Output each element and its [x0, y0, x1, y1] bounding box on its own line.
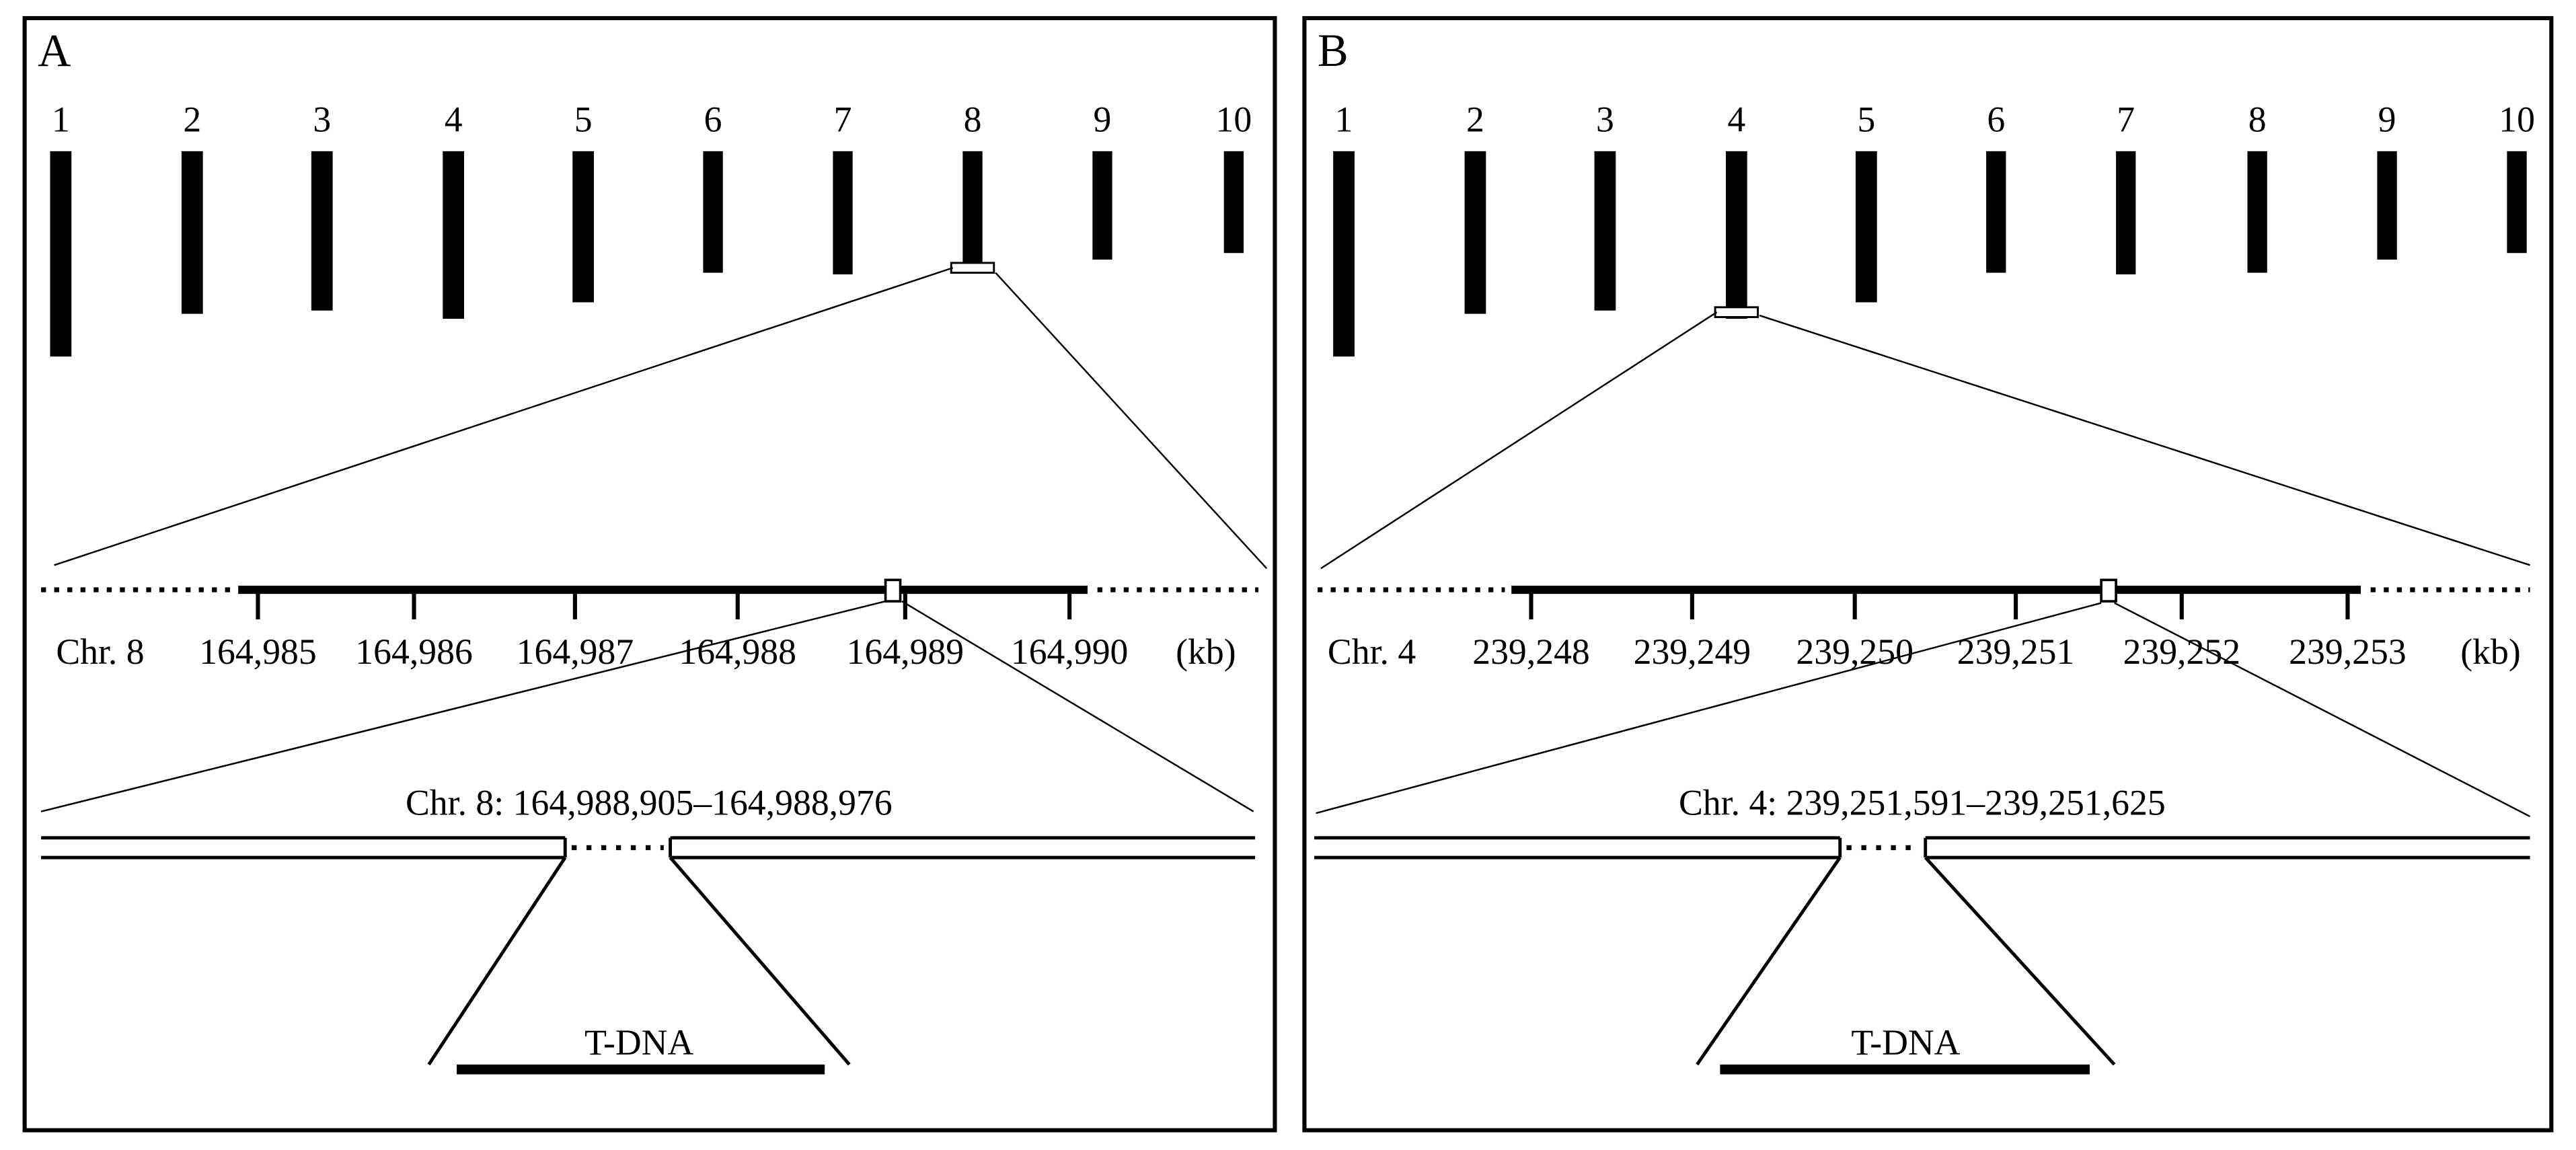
chromosome-bar	[1986, 151, 2006, 273]
zoom-line	[54, 267, 954, 566]
chromosome-bar	[311, 151, 333, 311]
region-label: Chr. 4: 239,251,591–239,251,625	[1679, 783, 2166, 823]
chromosome-bar	[572, 151, 595, 303]
panel-frame	[22, 15, 1277, 1133]
chromosome-number: 9	[1094, 99, 1112, 139]
scale-label: 164,989	[847, 631, 964, 672]
scale-label: 164,990	[1011, 631, 1129, 672]
chromosome-number: 5	[1857, 99, 1875, 139]
chromosome-number: 7	[2117, 99, 2135, 139]
chromosome-bar	[1855, 151, 1877, 303]
zoom-line	[40, 600, 886, 812]
panel-frame	[1302, 15, 2554, 1133]
chromosome-number: 5	[574, 99, 593, 139]
insert-label: T-DNA	[584, 1022, 693, 1063]
highlight-box	[950, 262, 995, 274]
chromosome-number: 8	[964, 99, 982, 139]
insert-line	[427, 856, 567, 1066]
chromosome-number: 4	[445, 99, 463, 139]
chromosome-number: 6	[704, 99, 722, 139]
chromosome-bar	[1464, 151, 1486, 314]
locus-box	[884, 578, 902, 603]
chromosome-number: 3	[313, 99, 331, 139]
chromosome-bar	[1333, 151, 1355, 357]
chromosome-bar	[1594, 151, 1616, 311]
scale-label: 164,987	[517, 631, 634, 672]
highlight-box	[1714, 306, 1759, 318]
insert-line	[1924, 856, 2116, 1066]
chromosome-number: 10	[1216, 99, 1252, 139]
chromosome-number: 2	[183, 99, 201, 139]
locus-box	[2100, 578, 2117, 603]
chromosome-bar	[703, 151, 723, 273]
chromosome-number: 4	[1727, 99, 1745, 139]
chromosome-bar	[833, 151, 853, 275]
chromosome-bar	[2116, 151, 2136, 275]
zoom-line	[901, 601, 1254, 812]
chromosome-number: 2	[1466, 99, 1484, 139]
chromosome-number: 3	[1596, 99, 1614, 139]
chromosome-number: 1	[52, 99, 70, 139]
chromosome-number: 7	[834, 99, 852, 139]
chromosome-bar	[50, 151, 72, 357]
region-label: Chr. 8: 164,988,905–164,988,976	[406, 783, 893, 823]
scale-unit: (kb)	[2460, 631, 2521, 672]
chromosome-bar	[443, 151, 465, 319]
chromosome-label: Chr. 4	[1328, 631, 1416, 672]
chromosome-bar	[2247, 151, 2267, 273]
chromosome-number: 8	[2248, 99, 2267, 139]
scale-label: 239,248	[1472, 631, 1590, 672]
scale-label: 164,986	[355, 631, 473, 672]
scale-label: 239,251	[1957, 631, 2075, 672]
scale-label: 164,985	[199, 631, 317, 672]
scale-label: 239,253	[2289, 631, 2407, 672]
chromosome-number: 1	[1335, 99, 1353, 139]
panel-label: B	[1318, 25, 1349, 76]
scale-unit: (kb)	[1176, 631, 1236, 672]
chromosome-number: 10	[2499, 99, 2535, 139]
zoom-line	[995, 272, 1268, 570]
chromosome-bar	[181, 151, 203, 314]
insert-line	[1696, 856, 1842, 1066]
insert-label: T-DNA	[1851, 1022, 1960, 1063]
panel-label: A	[38, 25, 71, 76]
chromosome-label: Chr. 8	[56, 631, 144, 672]
zoom-line	[2114, 602, 2531, 818]
chromosome-bar	[1092, 151, 1112, 260]
scale-label: 239,249	[1634, 631, 1751, 672]
chromosome-bar	[1725, 151, 1747, 319]
zoom-line	[1320, 311, 1718, 570]
chromosome-bar	[962, 151, 983, 273]
zoom-line	[1316, 602, 2102, 814]
zoom-line	[1759, 314, 2530, 566]
chromosome-bar	[2507, 151, 2527, 254]
chromosome-bar	[1223, 151, 1244, 254]
chromosome-number: 9	[2378, 99, 2396, 139]
insert-line	[669, 856, 851, 1066]
chromosome-bar	[2377, 151, 2397, 260]
chromosome-number: 6	[1987, 99, 2005, 139]
scale-label: 239,250	[1796, 631, 1914, 672]
